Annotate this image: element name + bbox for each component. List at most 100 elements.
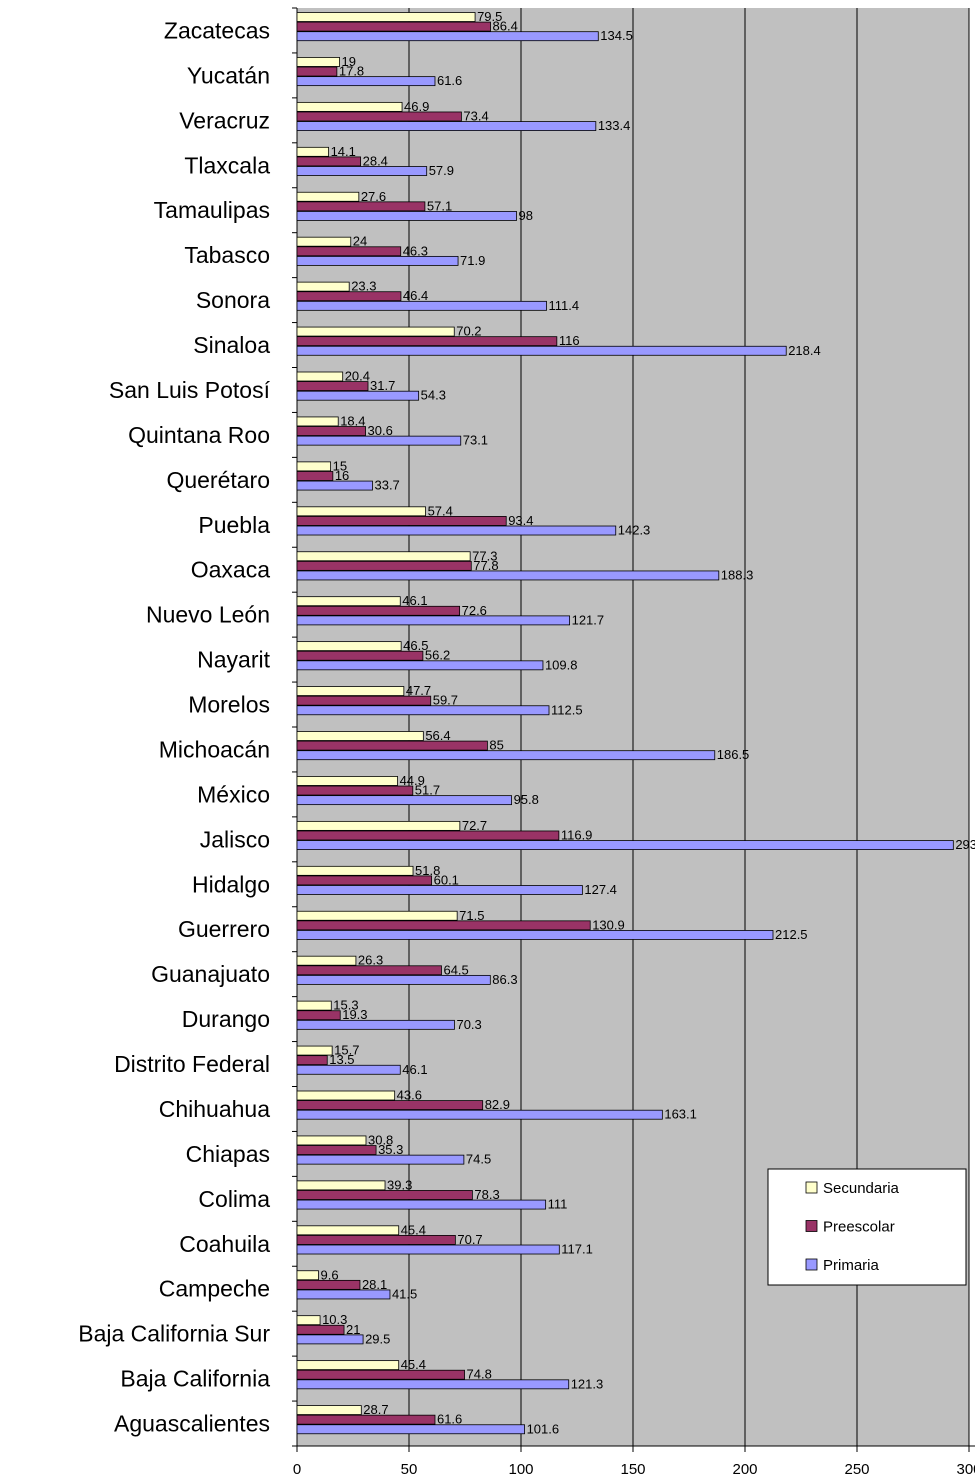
category-label: Tabasco <box>184 242 270 268</box>
value-label: 56.4 <box>425 728 450 743</box>
value-label: 121.7 <box>572 612 605 627</box>
value-label: 20.4 <box>345 369 370 384</box>
category-label: Guanajuato <box>151 961 270 987</box>
bar-preescolar <box>296 740 488 751</box>
bar-primaria <box>296 930 774 940</box>
value-label: 77.8 <box>473 558 498 573</box>
bar-primaria <box>296 1289 391 1300</box>
bar-primaria <box>296 211 517 221</box>
bar-secundaria <box>296 146 329 157</box>
category-label: Tamaulipas <box>154 197 270 223</box>
category-label: México <box>197 781 270 807</box>
bar-preescolar <box>296 1279 361 1290</box>
value-label: 93.4 <box>508 513 533 528</box>
bar-primaria <box>296 615 571 626</box>
value-label: 61.6 <box>437 1412 462 1427</box>
bar-primaria <box>296 1064 401 1075</box>
category-label: Oaxaca <box>191 557 270 583</box>
value-label: 188.3 <box>721 567 754 582</box>
value-label: 35.3 <box>378 1142 403 1157</box>
category-label: Quintana Roo <box>128 422 270 448</box>
category-label: Baja California <box>120 1366 270 1392</box>
value-label: 72.7 <box>462 818 487 833</box>
value-label: 186.5 <box>717 747 750 762</box>
bar-secundaria <box>296 686 405 696</box>
x-tick-label: 200 <box>732 1461 757 1478</box>
bar-primaria <box>296 570 720 581</box>
category-label: Hidalgo <box>192 871 270 897</box>
bar-primaria <box>296 435 462 446</box>
bar-preescolar <box>296 201 426 212</box>
value-label: 74.8 <box>467 1367 492 1382</box>
value-label: 109.8 <box>545 657 578 672</box>
x-tick-label: 150 <box>620 1461 645 1478</box>
value-label: 21 <box>346 1322 360 1337</box>
category-label: Nuevo León <box>146 602 270 628</box>
bar-primaria <box>296 1154 465 1165</box>
bar-primaria <box>296 1199 547 1210</box>
x-tick-label: 100 <box>508 1461 533 1478</box>
value-label: 30.8 <box>368 1132 393 1147</box>
category-label: Chiapas <box>186 1141 270 1167</box>
bar-secundaria <box>296 865 414 876</box>
bar-primaria <box>296 1019 455 1030</box>
bar-secundaria <box>296 1270 319 1281</box>
bar-secundaria <box>296 1225 400 1236</box>
value-label: 46.4 <box>403 288 428 303</box>
bar-preescolar <box>296 246 402 257</box>
category-label: Baja California Sur <box>78 1321 270 1347</box>
bar-secundaria <box>296 820 461 831</box>
legend-label: Preescolar <box>823 1219 895 1236</box>
bar-secundaria <box>296 191 360 202</box>
bar-secundaria <box>296 910 458 921</box>
bar-secundaria <box>296 371 344 382</box>
bar-secundaria <box>296 416 339 427</box>
bar-primaria <box>296 345 787 356</box>
category-label: Sinaloa <box>193 332 270 358</box>
bar-primaria <box>296 390 420 401</box>
category-label: Nayarit <box>197 647 270 673</box>
value-label: 46.1 <box>402 593 427 608</box>
bar-primaria <box>296 1334 364 1345</box>
value-label: 86.3 <box>492 972 517 987</box>
value-label: 86.4 <box>493 19 518 34</box>
bar-secundaria <box>296 1000 332 1011</box>
bar-preescolar <box>296 560 472 571</box>
value-label: 14.1 <box>331 144 356 159</box>
value-label: 70.3 <box>456 1017 481 1032</box>
value-label: 127.4 <box>584 882 617 897</box>
category-label: Guerrero <box>178 916 270 942</box>
value-label: 28.7 <box>363 1402 388 1417</box>
bar-secundaria <box>296 506 426 517</box>
value-label: 46.1 <box>402 1062 427 1077</box>
bar-secundaria <box>296 1135 367 1146</box>
legend-label: Primaria <box>823 1257 879 1274</box>
value-label: 79.5 <box>477 9 502 24</box>
value-label: 13.5 <box>329 1052 354 1067</box>
value-label: 31.7 <box>370 378 395 393</box>
bar-preescolar <box>296 156 362 167</box>
value-label: 45.4 <box>401 1357 426 1372</box>
bar-preescolar <box>296 785 414 796</box>
bar-preescolar <box>296 695 432 706</box>
bar-preescolar <box>296 471 334 481</box>
value-label: 46.9 <box>404 99 429 114</box>
bar-primaria <box>296 795 512 806</box>
value-label: 71.5 <box>459 908 484 923</box>
bar-secundaria <box>296 1045 333 1056</box>
value-label: 78.3 <box>474 1187 499 1202</box>
bar-preescolar <box>296 1190 473 1200</box>
bar-secundaria <box>296 1405 362 1415</box>
bar-primaria <box>296 166 428 176</box>
bar-preescolar <box>296 1010 341 1021</box>
value-label: 61.6 <box>437 73 462 88</box>
value-label: 47.7 <box>406 683 431 698</box>
value-label: 85 <box>489 738 503 753</box>
value-label: 112.5 <box>551 702 583 717</box>
x-tick-label: 0 <box>293 1461 301 1478</box>
category-label: Durango <box>182 1006 270 1032</box>
category-label: Chihuahua <box>159 1096 270 1122</box>
value-label: 70.2 <box>456 324 481 339</box>
bar-secundaria <box>296 101 403 112</box>
